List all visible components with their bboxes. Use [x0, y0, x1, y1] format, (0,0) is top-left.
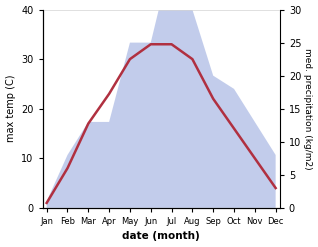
- Y-axis label: max temp (C): max temp (C): [5, 75, 16, 143]
- Y-axis label: med. precipitation (kg/m2): med. precipitation (kg/m2): [303, 48, 313, 169]
- X-axis label: date (month): date (month): [122, 231, 200, 242]
